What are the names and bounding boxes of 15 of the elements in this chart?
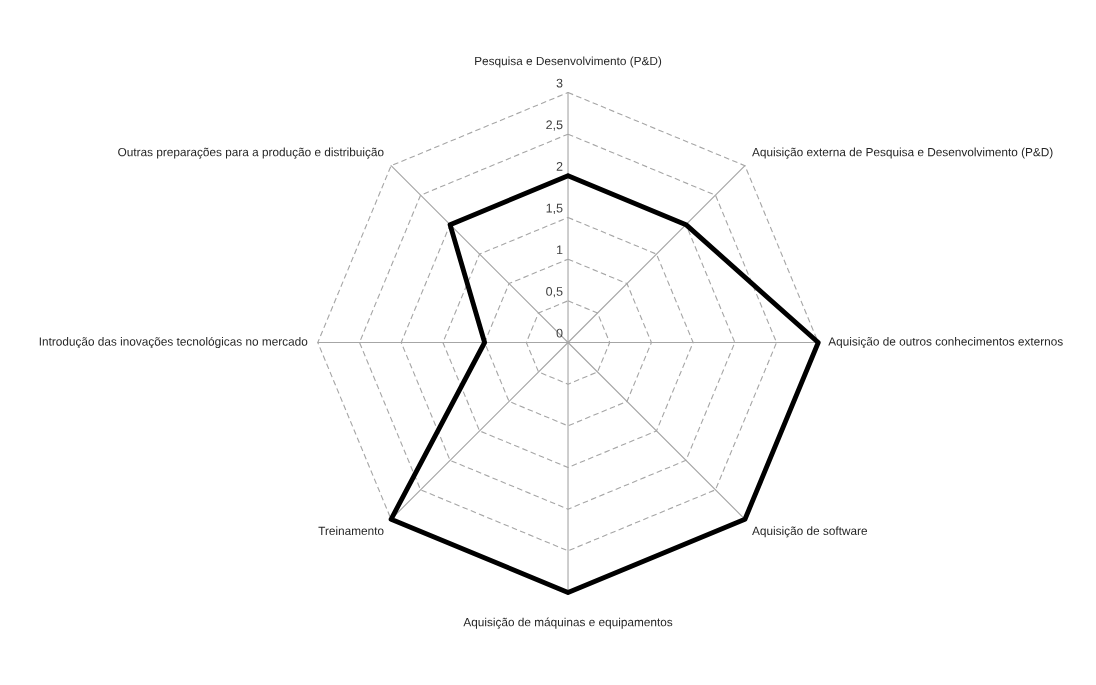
spoke-label: Treinamento xyxy=(318,526,384,536)
spoke-label: Aquisição externa de Pesquisa e Desenvolvimento (P&D) xyxy=(752,147,1053,159)
spoke-label: Aquisição de máquinas e equipamentos xyxy=(463,617,673,629)
y-tick-label: 2,5 xyxy=(546,120,563,131)
y-tick-label: 2 xyxy=(556,162,563,171)
y-tick-label: 3 xyxy=(556,78,563,88)
spoke-label: Aquisição de software xyxy=(752,526,868,538)
spoke-label: Aquisição de outros conhecimentos externos xyxy=(828,336,1063,349)
spoke-label: Outras preparações para a produção e distribuição xyxy=(118,147,384,159)
y-tick-label: 1,5 xyxy=(546,203,563,215)
y-tick-label: 0 xyxy=(556,328,563,338)
spoke-label: Introdução das inovações tecnológicas no mercado xyxy=(39,336,308,349)
y-tick-label: 1 xyxy=(557,245,563,255)
spoke-label: Pesquisa e Desenvolvimento (P&D) xyxy=(475,56,662,68)
y-tick-label: 0,5 xyxy=(546,287,563,298)
